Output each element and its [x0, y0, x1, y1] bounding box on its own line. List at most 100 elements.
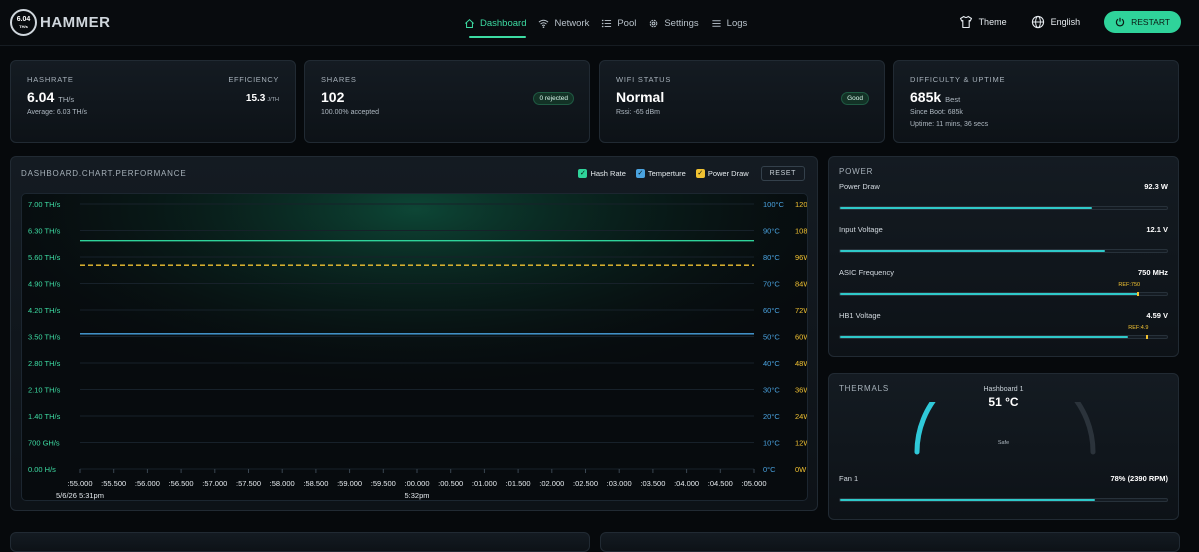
nav-settings[interactable]: Settings: [648, 0, 699, 46]
y-tick-power: 120W: [795, 200, 808, 209]
x-date-label: 5/6/26 5:31pm: [56, 491, 104, 500]
fan-row: Fan 1 78% (2390 RPM): [839, 474, 1168, 504]
nav-pool[interactable]: Pool: [601, 0, 636, 46]
since-boot: Since Boot: 685k: [910, 109, 963, 116]
y-tick-temperature: 100°C: [763, 200, 785, 209]
brand-logo[interactable]: 6.04 TH/s HAMMER: [10, 9, 111, 36]
y-tick-hashrate: 1.40 TH/s: [28, 412, 61, 421]
x-tick-label: :56.000: [135, 479, 160, 488]
difficulty-value: 685k Best: [910, 89, 960, 105]
theme-label: Theme: [978, 17, 1007, 27]
legend-hashrate-toggle[interactable]: ✓ Hash Rate: [578, 169, 626, 178]
y-tick-temperature: 80°C: [763, 253, 780, 262]
asic-frequency-ref: REF:750: [1118, 282, 1141, 288]
best-difficulty: 685k: [910, 89, 942, 105]
power-draw-label: Power Draw: [839, 182, 880, 191]
x-tick-label: :56.500: [169, 479, 194, 488]
y-tick-power: 60W: [795, 333, 808, 342]
best-label: Best: [945, 95, 961, 104]
hashrate-title: HASHRATE: [27, 75, 74, 84]
temperature-gauge: [914, 402, 1096, 455]
restart-label: RESTART: [1131, 17, 1170, 27]
input-voltage-row: Input Voltage 12.1 V: [839, 225, 1168, 255]
wifi-rssi: Rssi: -65 dBm: [616, 109, 660, 116]
x-tick-label: :05.000: [741, 479, 766, 488]
y-tick-hashrate: 3.50 TH/s: [28, 333, 61, 342]
gauge-value: 51 °C: [988, 395, 1019, 409]
efficiency-unit: J/TH: [267, 97, 279, 103]
legend-hashrate-label: Hash Rate: [590, 169, 626, 178]
x-tick-label: :55.000: [67, 479, 92, 488]
x-tick-label: :57.500: [236, 479, 261, 488]
y-tick-power: 36W: [795, 386, 808, 395]
y-tick-hashrate: 0.00 H/s: [28, 465, 56, 474]
y-tick-hashrate: 6.30 TH/s: [28, 227, 61, 236]
x-tick-label: :59.000: [337, 479, 362, 488]
performance-chart[interactable]: 7.00 TH/s 100°C 120W 6.30 TH/s 90°C 108W 5.60 …: [22, 194, 808, 501]
y-tick-temperature: 60°C: [763, 306, 780, 315]
x-date-label: 5:32pm: [404, 491, 429, 500]
gauge-status: Safe: [997, 440, 1010, 446]
asic-frequency-ref-marker: [1136, 292, 1139, 296]
nav-settings-label: Settings: [664, 17, 699, 29]
input-voltage-value: 12.1 V: [1146, 225, 1168, 234]
y-tick-power: 24W: [795, 412, 808, 421]
y-tick-hashrate: 7.00 TH/s: [28, 200, 61, 209]
power-draw-bar: [839, 206, 1168, 210]
main-nav: Dashboard Network Pool Settings Logs: [464, 0, 759, 46]
performance-chart-card: DASHBOARD.CHART.PERFORMANCE ✓ Hash Rate …: [10, 156, 818, 511]
shares-card: SHARES 102 0 rejected 100.00% accepted: [304, 60, 590, 143]
hb1-voltage-bar-fill: [840, 336, 1128, 338]
y-tick-hashrate: 2.80 TH/s: [28, 359, 61, 368]
legend-power-toggle[interactable]: ✓ Power Draw: [695, 169, 749, 178]
fan-label: Fan 1: [839, 474, 859, 483]
nav-network-label: Network: [554, 17, 590, 29]
y-tick-temperature: 40°C: [763, 359, 780, 368]
hashrate-card: HASHRATE 6.04 TH/s Average: 6.03 TH/s EFF…: [10, 60, 296, 143]
power-card: POWER Power Draw 92.3 W Input Voltage 12…: [828, 156, 1179, 357]
nav-dashboard[interactable]: Dashboard: [464, 0, 527, 46]
asic-frequency-bar-fill: [840, 293, 1138, 295]
logo-badge: 6.04 TH/s: [10, 9, 37, 36]
nav-logs[interactable]: Logs: [711, 0, 747, 46]
gauge-fill: [914, 402, 936, 455]
hashrate-unit: TH/s: [58, 95, 75, 104]
hb1-voltage-ref: REF:4.9: [1128, 325, 1149, 331]
uptime: Uptime: 11 mins, 36 secs: [910, 121, 989, 128]
top-bar: 6.04 TH/s HAMMER Dashboard Network Pool …: [0, 0, 1199, 46]
language-label: English: [1050, 17, 1081, 27]
asic-frequency-row: ASIC Frequency 750 MHz REF:750: [839, 268, 1168, 298]
chart-glow: [22, 194, 807, 500]
hb1-voltage-bar: [839, 335, 1168, 339]
efficiency-label: EFFICIENCY: [228, 75, 279, 84]
menu-icon: [712, 19, 721, 27]
x-tick-label: :03.000: [607, 479, 632, 488]
x-tick-label: :01.000: [472, 479, 497, 488]
chart-plot-area[interactable]: 7.00 TH/s 100°C 120W 6.30 TH/s 90°C 108W 5.60 …: [21, 193, 808, 501]
lower-right-card: [600, 532, 1180, 552]
fan-value: 78% (2390 RPM): [1110, 474, 1168, 483]
legend-temperature-toggle[interactable]: ✓ Temperture: [635, 169, 686, 178]
y-tick-hashrate: 4.90 TH/s: [28, 280, 61, 289]
wifi-card: WIFI STATUS Normal Good Rssi: -65 dBm: [599, 60, 885, 143]
thermals-title: THERMALS: [839, 384, 889, 393]
shares-value: 102: [321, 89, 345, 105]
x-tick-label: :02.500: [573, 479, 598, 488]
chart-reset-button[interactable]: RESET: [760, 166, 805, 181]
brand-name: HAMMER: [40, 14, 111, 31]
efficiency-number: 15.3: [245, 93, 266, 104]
hb1-voltage-ref-marker: [1146, 335, 1149, 339]
rejected-badge: 0 rejected: [533, 92, 574, 105]
home-icon: [465, 18, 474, 28]
efficiency-value: 15.3 J/TH: [246, 93, 279, 104]
nav-network[interactable]: Network: [538, 0, 589, 46]
language-button[interactable]: English: [1031, 15, 1081, 29]
restart-button[interactable]: RESTART: [1104, 11, 1181, 33]
check-icon: ✓: [635, 169, 645, 178]
theme-button[interactable]: Theme: [959, 15, 1007, 29]
fan-bar: [839, 498, 1168, 502]
x-tick-label: :58.500: [303, 479, 328, 488]
legend-power-label: Power Draw: [707, 169, 749, 178]
y-tick-temperature: 30°C: [763, 386, 780, 395]
logo-badge-unit: TH/s: [19, 23, 28, 29]
